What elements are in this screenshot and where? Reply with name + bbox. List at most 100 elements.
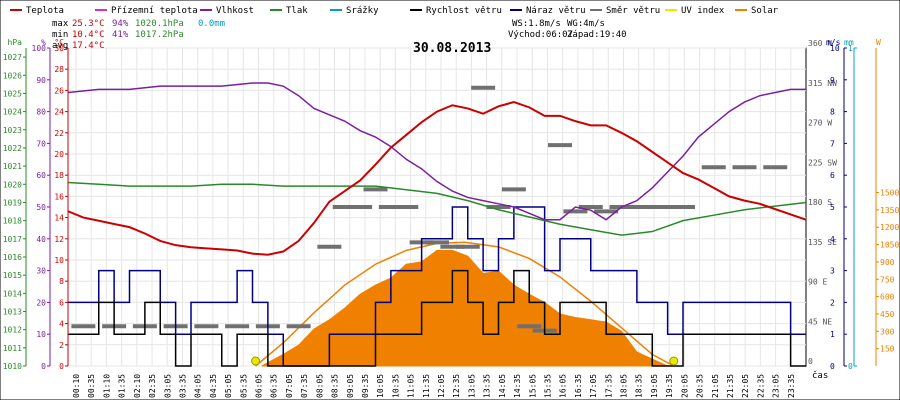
celsius-tick-label: 22 <box>54 129 64 138</box>
ms-tick-label: 10 <box>830 44 840 53</box>
direction-tick-label: 0 <box>808 357 813 366</box>
chart-title: 30.08.2013 <box>413 41 491 56</box>
x-tick-label: 21:35 <box>726 374 735 398</box>
celsius-tick-label: 8 <box>59 277 64 286</box>
celsius-tick-label: 12 <box>54 235 64 244</box>
celsius-tick-label: 10 <box>54 256 64 265</box>
percent-tick-label: 70 <box>36 139 46 148</box>
watts-tick-label: 1500 <box>880 189 899 198</box>
x-tick-label: 06:35 <box>270 374 279 398</box>
hpa-tick-label: 1020 <box>3 180 22 189</box>
x-tick-label: 13:35 <box>483 374 492 398</box>
x-tick-label: 01:10 <box>102 374 111 398</box>
stats-block: max 25.3°C 94% 1020.1hPa 0.0mm min 10.4°… <box>52 19 225 51</box>
ms-tick-label: 5 <box>830 203 835 212</box>
x-tick-label: 14:35 <box>513 374 522 398</box>
legend-label: Náraz větru <box>526 6 586 16</box>
watts-tick-label: 1200 <box>880 223 899 232</box>
legend-label: Teplota <box>26 6 64 16</box>
legend-label: Srážky <box>346 6 379 16</box>
x-tick-label: 03:35 <box>178 374 187 398</box>
legend-label: Solar <box>751 6 779 16</box>
direction-tick-label: 225 SW <box>808 158 837 167</box>
celsius-tick-label: 2 <box>59 341 64 350</box>
x-tick-label: 22:35 <box>756 374 765 398</box>
hpa-tick-label: 1021 <box>3 162 22 171</box>
direction-tick-label: 90 E <box>808 278 827 287</box>
x-tick-label: 11:35 <box>422 374 431 398</box>
celsius-tick-label: 20 <box>54 150 64 159</box>
stats-max-hum: 94% <box>112 19 129 29</box>
celsius-tick-label: 28 <box>54 65 64 74</box>
celsius-tick-label: 18 <box>54 171 64 180</box>
percent-tick-label: 50 <box>36 203 46 212</box>
percent-tick-label: 10 <box>36 330 46 339</box>
legend-label: Rychlost větru <box>426 6 502 16</box>
hpa-tick-label: 1018 <box>3 217 22 226</box>
celsius-tick-label: 4 <box>59 320 64 329</box>
x-tick-label: 16:05 <box>559 374 568 398</box>
hpa-tick-label: 1024 <box>3 108 22 117</box>
hpa-tick-label: 1025 <box>3 89 22 98</box>
ms-tick-label: 6 <box>830 171 835 180</box>
x-tick-label: 17:05 <box>589 374 598 398</box>
percent-tick-label: 90 <box>36 76 46 85</box>
x-tick-label: 18:35 <box>635 374 644 398</box>
temperature-line <box>67 101 807 256</box>
celsius-tick-label: 14 <box>54 214 64 223</box>
direction-tick-label: 360 N <box>808 39 832 48</box>
mm-unit: mm <box>844 38 854 47</box>
x-axis-unit: čas <box>812 370 828 381</box>
x-tick-label: 04:05 <box>194 374 203 398</box>
watts-unit: W <box>876 38 881 47</box>
x-tick-label: 23:05 <box>772 374 781 398</box>
hpa-unit: hPa <box>8 38 23 47</box>
stats-min-temp: 10.4°C <box>72 30 105 40</box>
x-tick-label: 00:35 <box>87 374 96 398</box>
x-tick-label: 12:05 <box>437 374 446 398</box>
stats-min-hum: 41% <box>112 30 129 40</box>
x-tick-label: 09:05 <box>346 374 355 398</box>
x-tick-label: 03:05 <box>163 374 172 398</box>
wind-wg: WG:4m/s <box>567 19 605 29</box>
x-axis: 00:10 00:35 01:10 01:35 02:10 02:35 03:05 03:35… <box>72 374 796 398</box>
ms-tick-label: 9 <box>830 76 835 85</box>
x-tick-label: 20:35 <box>696 374 705 398</box>
ms-tick-label: 4 <box>830 235 835 244</box>
direction-tick-label: 270 W <box>808 119 832 128</box>
x-tick-label: 15:05 <box>528 374 537 398</box>
percent-unit: % <box>41 38 46 47</box>
legend-label: Přízemní teplota <box>111 6 198 16</box>
x-tick-label: 11:05 <box>407 374 416 398</box>
x-tick-label: 08:35 <box>331 374 340 398</box>
uv-marker <box>669 356 679 366</box>
hpa-tick-label: 1023 <box>3 126 22 135</box>
celsius-tick-label: 30 <box>54 44 64 53</box>
hpa-tick-label: 1022 <box>3 144 22 153</box>
watts-tick-label: 750 <box>880 275 895 284</box>
legend-label: Vlhkost <box>216 6 254 16</box>
hpa-tick-label: 1017 <box>3 235 22 244</box>
celsius-unit: °C <box>54 38 64 47</box>
x-tick-label: 02:35 <box>148 374 157 398</box>
x-tick-label: 22:05 <box>741 374 750 398</box>
x-tick-label: 00:10 <box>72 374 81 398</box>
x-tick-label: 15:35 <box>543 374 552 398</box>
ms-tick-label: 0 <box>830 362 835 371</box>
x-tick-label: 10:35 <box>391 374 400 398</box>
watts-tick-label: 300 <box>880 327 895 336</box>
x-tick-label: 06:05 <box>255 374 264 398</box>
wind-speed-line <box>68 269 806 367</box>
wind-info: WS:1.8m/s WG:4m/s Východ:06:07 Západ:19:… <box>508 19 627 40</box>
hpa-tick-label: 1014 <box>3 289 22 298</box>
hpa-tick-label: 1012 <box>3 326 22 335</box>
x-tick-label: 05:35 <box>239 374 248 398</box>
x-tick-label: 04:35 <box>209 374 218 398</box>
x-tick-label: 10:05 <box>376 374 385 398</box>
percent-tick-label: 20 <box>36 298 46 307</box>
watts-tick-label: 450 <box>880 310 895 319</box>
x-tick-label: 17:35 <box>604 374 613 398</box>
x-tick-label: 09:35 <box>361 374 370 398</box>
hpa-tick-label: 1015 <box>3 271 22 280</box>
